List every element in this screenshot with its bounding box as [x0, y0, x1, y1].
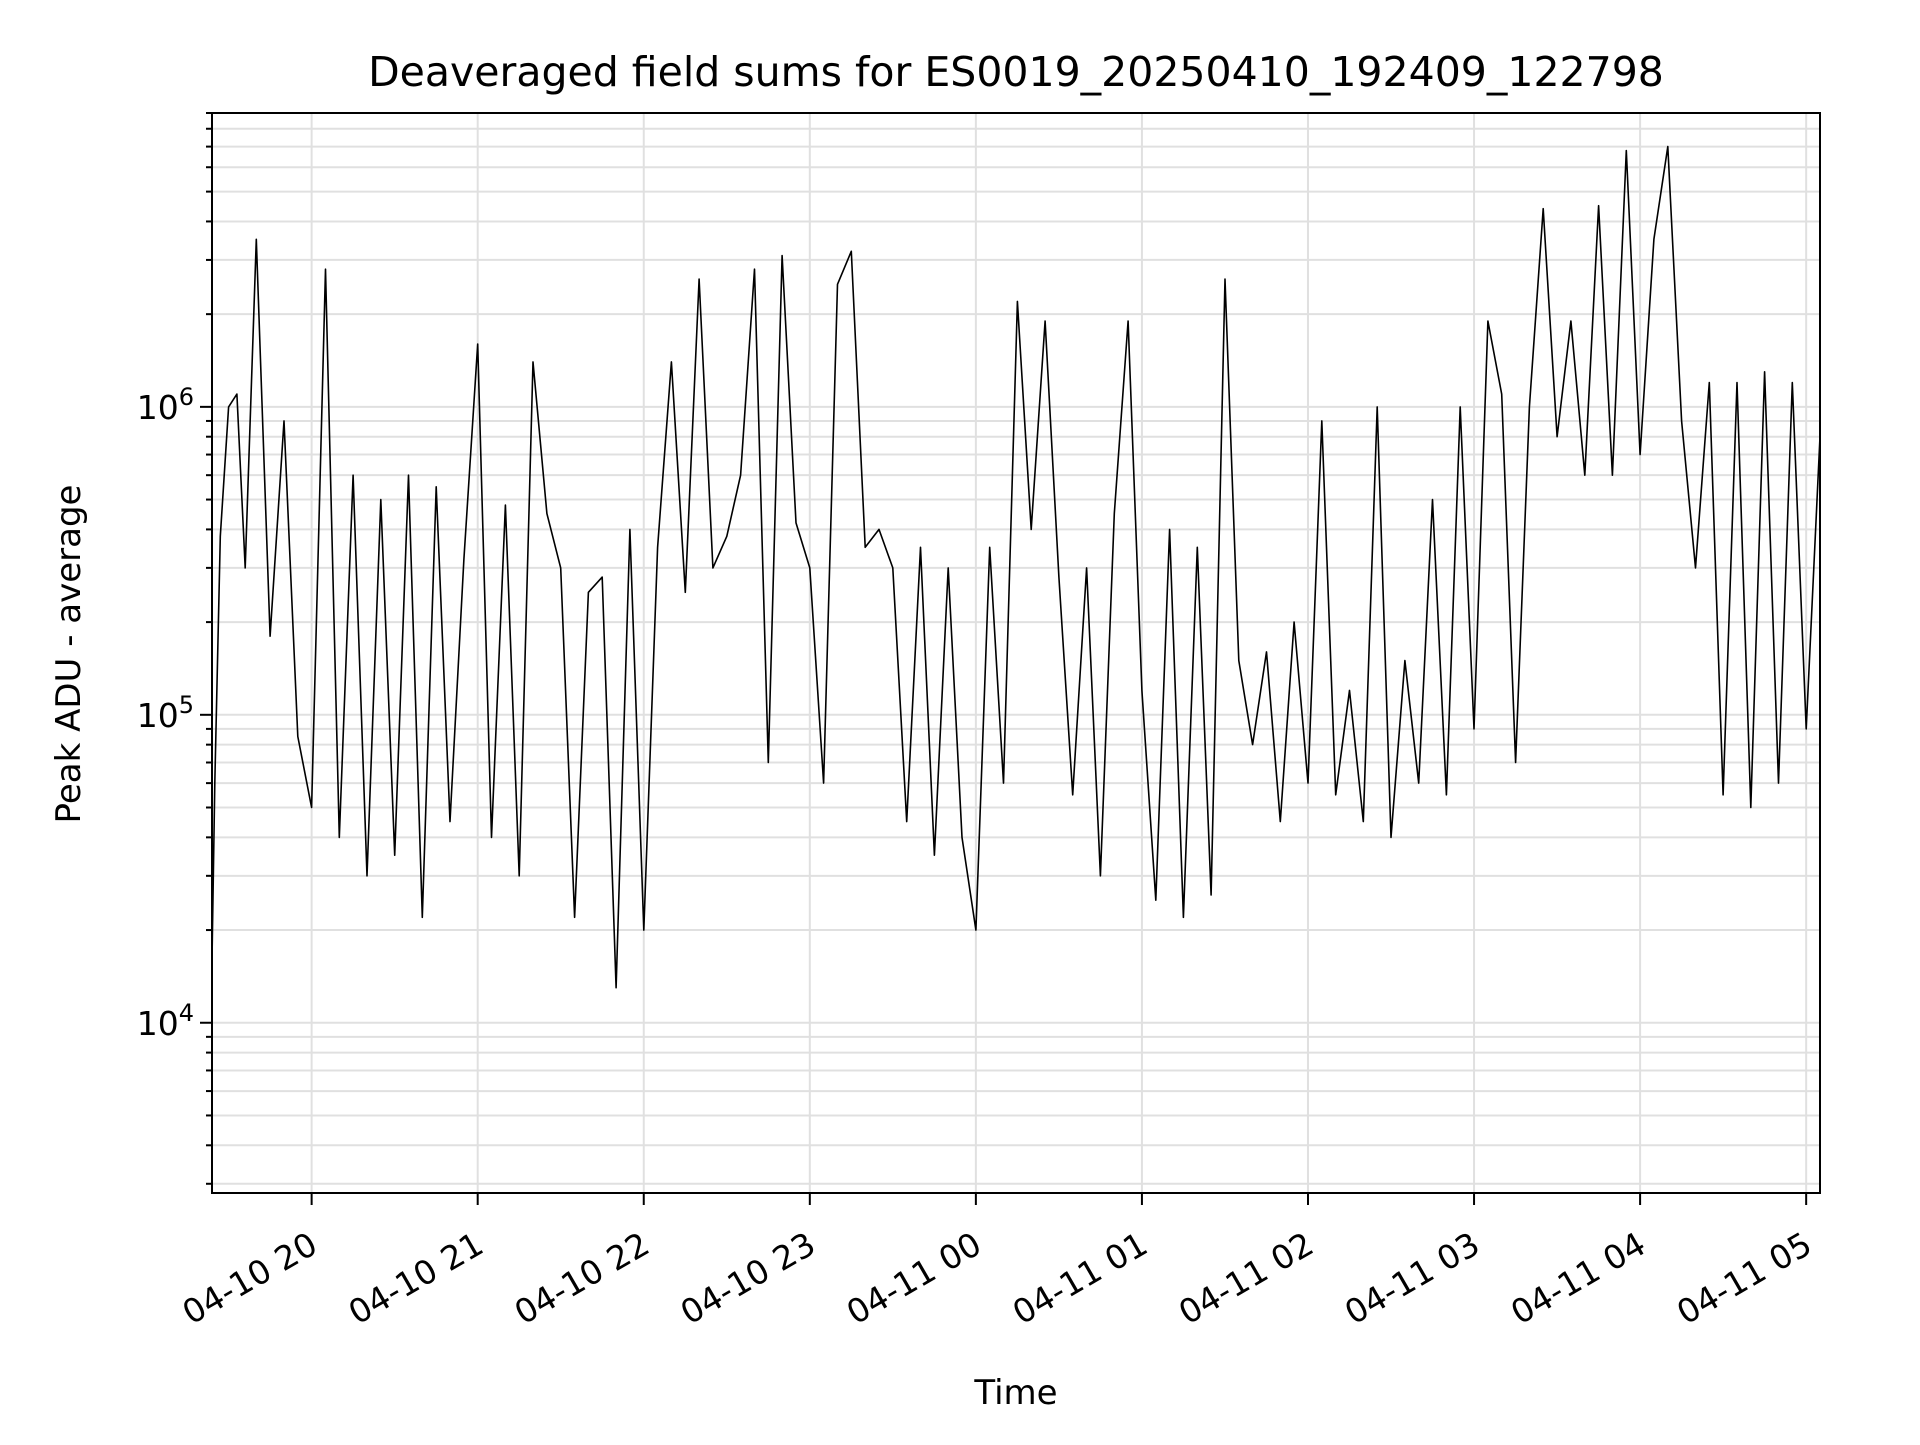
- x-axis-label: Time: [973, 1373, 1057, 1413]
- y-tick-label: 106: [137, 383, 194, 427]
- y-tick-label: 105: [137, 691, 194, 735]
- series-layer: [211, 145, 1821, 989]
- y-tick-label: 104: [137, 999, 194, 1043]
- chart-title: Deaveraged field sums for ES0019_2025041…: [368, 48, 1664, 96]
- series-line-0: [211, 145, 1821, 989]
- y-axis-label: Peak ADU - average: [49, 485, 89, 824]
- plot-frame: [211, 112, 1821, 1194]
